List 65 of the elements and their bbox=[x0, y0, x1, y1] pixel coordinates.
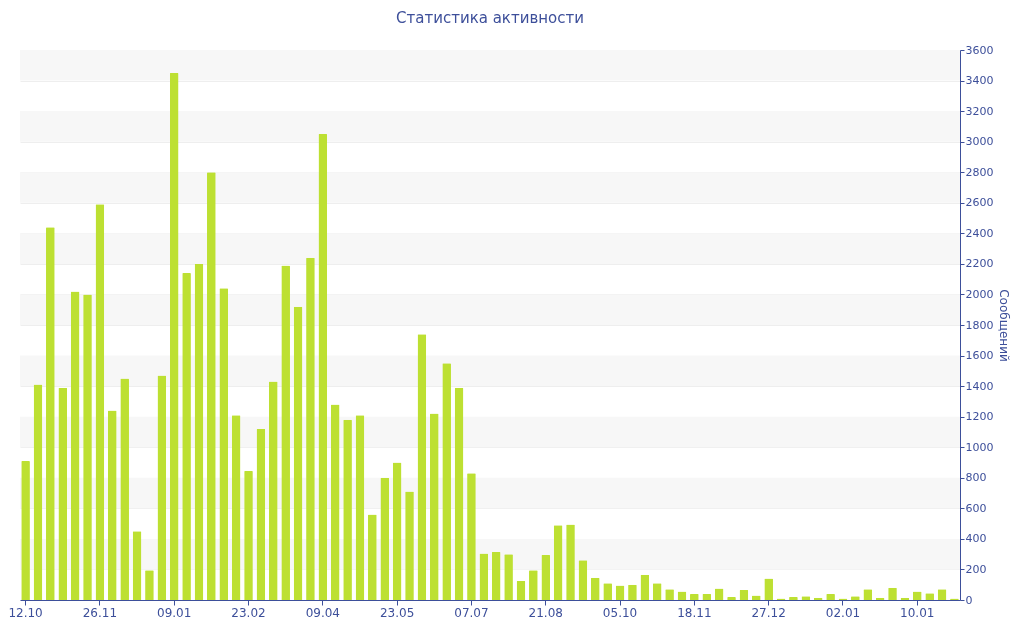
bar bbox=[330, 404, 340, 600]
y-tick-label: 3200 bbox=[965, 104, 994, 118]
y-tick-label: 0 bbox=[965, 593, 973, 607]
x-tick-label: 07.07 bbox=[454, 605, 489, 620]
y-tick-label: 1600 bbox=[965, 349, 994, 363]
x-tick-label: 05.10 bbox=[602, 605, 638, 620]
y-tick-label: 3400 bbox=[965, 74, 994, 88]
x-tick-label: 23.02 bbox=[231, 605, 266, 620]
y-tick-label: 2800 bbox=[965, 165, 994, 179]
bar bbox=[231, 415, 241, 600]
bar bbox=[194, 263, 204, 600]
bar bbox=[392, 462, 402, 600]
x-tick-label: 21.08 bbox=[528, 605, 563, 620]
y-tick-label: 600 bbox=[965, 501, 987, 515]
bar bbox=[157, 375, 167, 600]
x-tick-label: 10.01 bbox=[900, 605, 935, 620]
bar bbox=[355, 415, 365, 600]
y-axis-title: Сообщений bbox=[997, 289, 1012, 362]
y-tick-label: 2400 bbox=[965, 226, 994, 240]
bar bbox=[380, 477, 390, 600]
bar bbox=[429, 413, 439, 600]
x-tick-label: 02.01 bbox=[825, 605, 861, 620]
bar bbox=[219, 288, 229, 600]
y-tick-label: 2600 bbox=[965, 196, 994, 210]
bar bbox=[33, 384, 43, 600]
bar bbox=[95, 204, 105, 600]
y-tick-label: 2000 bbox=[965, 287, 994, 301]
bar bbox=[479, 553, 489, 600]
bar bbox=[318, 134, 328, 600]
bar bbox=[169, 72, 179, 600]
bar bbox=[107, 410, 117, 600]
x-tick-label: 23.05 bbox=[379, 605, 415, 620]
y-tick-label: 2200 bbox=[965, 257, 994, 271]
bar bbox=[640, 574, 650, 600]
x-tick-label: 09.04 bbox=[305, 605, 340, 620]
y-tick-label: 3600 bbox=[965, 43, 994, 57]
y-tick-label: 1800 bbox=[965, 318, 994, 332]
x-tick-label: 12.10 bbox=[8, 605, 43, 620]
bar bbox=[454, 387, 464, 600]
x-tick-label: 09.01 bbox=[157, 605, 192, 620]
y-tick-label: 1200 bbox=[965, 410, 994, 424]
bar bbox=[70, 291, 80, 600]
x-tick-label: 18.11 bbox=[677, 605, 712, 620]
y-tick-label: 400 bbox=[965, 532, 987, 546]
x-tick-label: 26.11 bbox=[82, 605, 118, 620]
bar bbox=[590, 577, 600, 600]
bar bbox=[553, 525, 563, 600]
bar bbox=[516, 580, 526, 600]
y-tick-label: 1000 bbox=[965, 440, 994, 454]
bar bbox=[739, 590, 749, 600]
y-tick-label: 1400 bbox=[965, 379, 994, 393]
y-tick-label: 800 bbox=[965, 471, 987, 485]
chart-title: Статистика активности bbox=[396, 9, 584, 27]
y-tick-label: 3000 bbox=[965, 135, 994, 149]
bar bbox=[417, 334, 427, 600]
bar bbox=[491, 551, 501, 600]
bar bbox=[58, 387, 68, 600]
bar bbox=[256, 428, 266, 600]
bar bbox=[268, 381, 278, 600]
bar bbox=[132, 531, 142, 600]
bar bbox=[541, 554, 551, 600]
y-tick-label: 200 bbox=[965, 562, 987, 576]
x-tick-label: 27.12 bbox=[751, 605, 786, 620]
bar bbox=[578, 560, 588, 600]
bar bbox=[293, 306, 303, 600]
